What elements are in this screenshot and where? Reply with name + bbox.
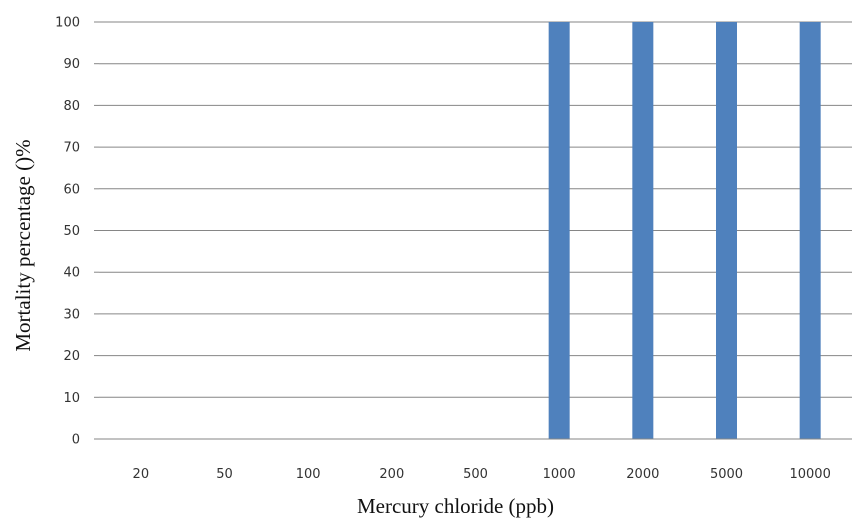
x-tick-label: 100 [296, 467, 321, 482]
y-tick-label: 50 [63, 224, 80, 239]
x-axis-tick-labels: 20 50 100 200 500 1000 2000 5000 10000 [133, 467, 831, 482]
bar [716, 22, 737, 439]
y-tick-label: 60 [63, 182, 80, 197]
x-tick-label: 5000 [710, 467, 743, 482]
y-tick-label: 0 [72, 433, 80, 448]
y-axis-title: Mortality percentage ()% [11, 139, 35, 351]
y-tick-label: 100 [55, 16, 80, 31]
y-tick-label: 10 [63, 391, 80, 406]
y-tick-label: 40 [63, 266, 80, 281]
y-tick-label: 80 [63, 99, 80, 114]
x-tick-label: 10000 [789, 467, 830, 482]
x-axis-title: Mercury chloride (ppb) [357, 494, 554, 518]
y-axis-tick-labels: 0 10 20 30 40 50 60 70 80 90 100 [55, 16, 80, 448]
bar [548, 22, 570, 439]
x-tick-label: 200 [379, 467, 404, 482]
x-tick-label: 2000 [626, 467, 659, 482]
horizontal-gridlines [94, 21, 852, 440]
x-tick-label: 1000 [543, 467, 576, 482]
bar [799, 22, 821, 439]
bar [632, 22, 654, 439]
y-tick-label: 30 [63, 307, 80, 322]
y-tick-label: 70 [63, 141, 80, 156]
y-tick-label: 20 [63, 349, 80, 364]
x-tick-label: 50 [216, 467, 233, 482]
x-tick-label: 500 [463, 467, 488, 482]
x-tick-label: 20 [133, 467, 150, 482]
bar-series [548, 22, 821, 439]
y-tick-label: 90 [63, 57, 80, 72]
